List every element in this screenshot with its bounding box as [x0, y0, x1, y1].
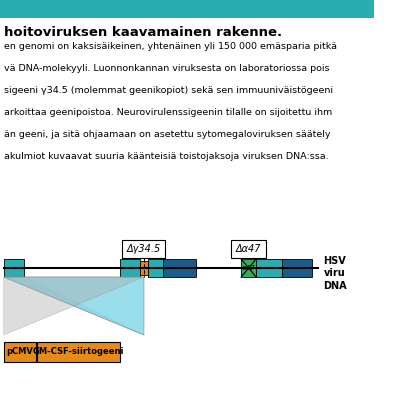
Text: α47: α47 — [242, 265, 256, 271]
Bar — [4, 342, 36, 362]
Text: hoitoviruksen kaavamainen rakenne.: hoitoviruksen kaavamainen rakenne. — [4, 26, 282, 39]
Text: pCMV: pCMV — [6, 348, 33, 356]
Bar — [241, 259, 256, 277]
Bar — [231, 240, 266, 258]
Polygon shape — [4, 277, 144, 335]
Bar — [163, 259, 196, 277]
Bar — [122, 240, 166, 258]
Bar — [120, 259, 140, 277]
Bar — [140, 261, 148, 275]
Polygon shape — [4, 277, 144, 335]
Bar — [282, 259, 312, 277]
Bar — [256, 259, 282, 277]
Bar — [0, 0, 374, 18]
Text: vä DNA-molekyyli. Luonnonkannan viruksesta on laboratoriossa pois: vä DNA-molekyyli. Luonnonkannan virukses… — [4, 64, 329, 73]
Text: Δγ34.5: Δγ34.5 — [127, 244, 161, 254]
Text: än geeni, ja sitä ohjaamaan on asetettu sytomegaloviruksen säätely: än geeni, ja sitä ohjaamaan on asetettu … — [4, 130, 330, 139]
Bar — [37, 342, 120, 362]
Text: arkoittaa geenipoistoa. Neurovirulenssigeenin tilalle on sijoitettu ihm: arkoittaa geenipoistoa. Neurovirulenssig… — [4, 108, 332, 117]
Text: GM-CSF-siirtogeeni: GM-CSF-siirtogeeni — [33, 348, 124, 356]
Text: akulmiot kuvaavat suuria käänteisiä toistojaksoja viruksen DNA:ssa.: akulmiot kuvaavat suuria käänteisiä tois… — [4, 152, 328, 161]
Text: Δα47: Δα47 — [236, 244, 261, 254]
Text: HSV
viru
DNA: HSV viru DNA — [324, 256, 347, 291]
Bar — [148, 259, 163, 277]
Polygon shape — [4, 277, 144, 335]
Text: sigeeni γ34.5 (molemmat geenikopiot) sekä sen immuuniväistögeeni: sigeeni γ34.5 (molemmat geenikopiot) sek… — [4, 86, 333, 95]
Text: en genomi on kaksisäikeinen, yhtenäinen yli 150 000 emäsparia pitkä: en genomi on kaksisäikeinen, yhtenäinen … — [4, 42, 337, 51]
Bar — [4, 259, 24, 277]
